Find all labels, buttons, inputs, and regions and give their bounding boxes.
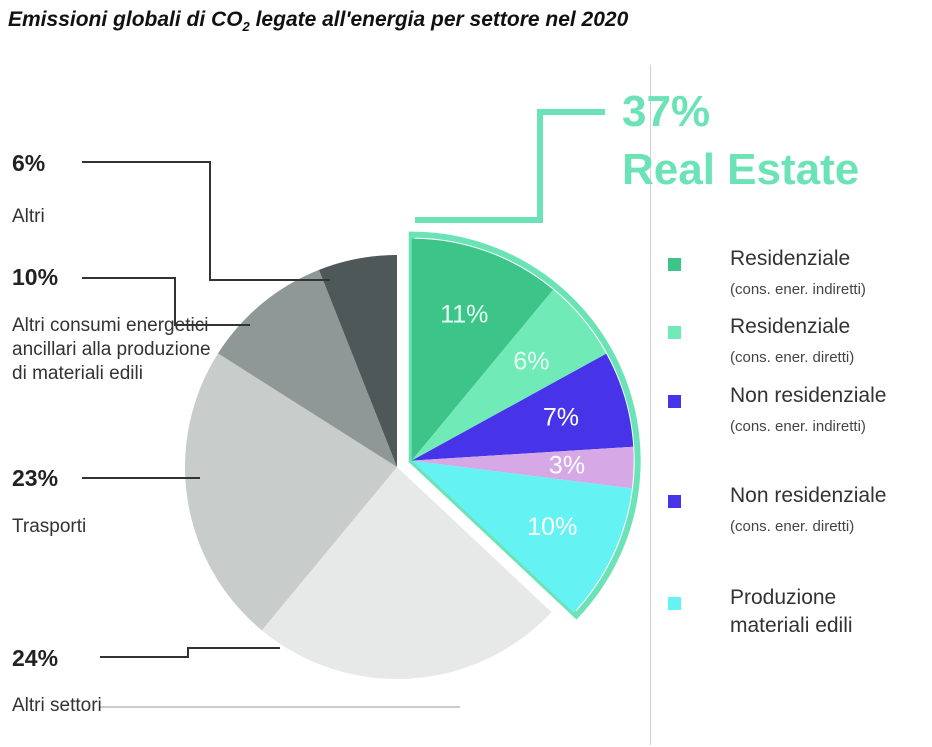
callout-value-altri: 6% [12,150,46,176]
legend-name: Produzione [730,586,837,609]
pie-slice-4 [411,446,634,489]
callout-value-trasporti: 23% [12,465,59,491]
callout-value-altri-settori: 24% [12,645,59,671]
pie-slice-label-1: 11% [440,300,488,328]
callout-label-altri: Altri [12,206,45,227]
pie-slice-7 [185,353,397,631]
legend-name: Residenziale [730,247,851,270]
legend-swatch [668,495,681,508]
legend-sub: (cons. ener. indiretti) [730,418,866,435]
legend-sub: (cons. ener. indiretti) [730,281,866,298]
callout-label-altri-settori: Altri settori [12,695,102,716]
legend-sub: (cons. ener. diretti) [730,518,855,535]
pie-slice-label-5: 10% [527,513,577,541]
legend-sub: materiali edili [730,614,853,637]
pie-slice-label-4: 3% [549,452,585,480]
legend-name: Non residenziale [730,484,887,507]
real-estate-outline [408,231,641,620]
leader-line-altri-settori [100,647,280,658]
legend-name: Non residenziale [730,384,887,407]
real-estate-percent: 37% [622,87,711,136]
callout-value-ancillari: 10% [12,264,59,290]
leader-line-ancillari [82,277,250,326]
real-estate-label: Real Estate [622,145,860,194]
callout-label-trasporti: Trasporti [12,516,87,537]
legend-sub: (cons. ener. diretti) [730,349,855,366]
pie-slice-3 [411,353,634,461]
legend-swatch [668,597,681,610]
pie-slice-9 [318,255,397,467]
leader-line-real-estate [415,109,605,223]
leader-line-altri [82,161,330,281]
pie-slice-6 [261,467,552,679]
pie-slice-8 [218,269,397,467]
legend-swatch [668,395,681,408]
legend-swatch [668,258,681,271]
pie-slice-label-3: 7% [543,403,579,431]
chart-title: Emissioni globali di CO2 legate all'ener… [8,8,629,35]
pie-slice-2 [411,289,607,461]
pie-slice-1 [411,238,554,461]
legend-name: Residenziale [730,315,851,338]
legend-swatch [668,326,681,339]
pie-slice-label-2: 6% [513,348,549,376]
callout-label-ancillari: Altri consumi energetici ancillari alla … [12,315,211,384]
vertical-divider [650,65,651,745]
pie-slice-5 [411,460,632,613]
